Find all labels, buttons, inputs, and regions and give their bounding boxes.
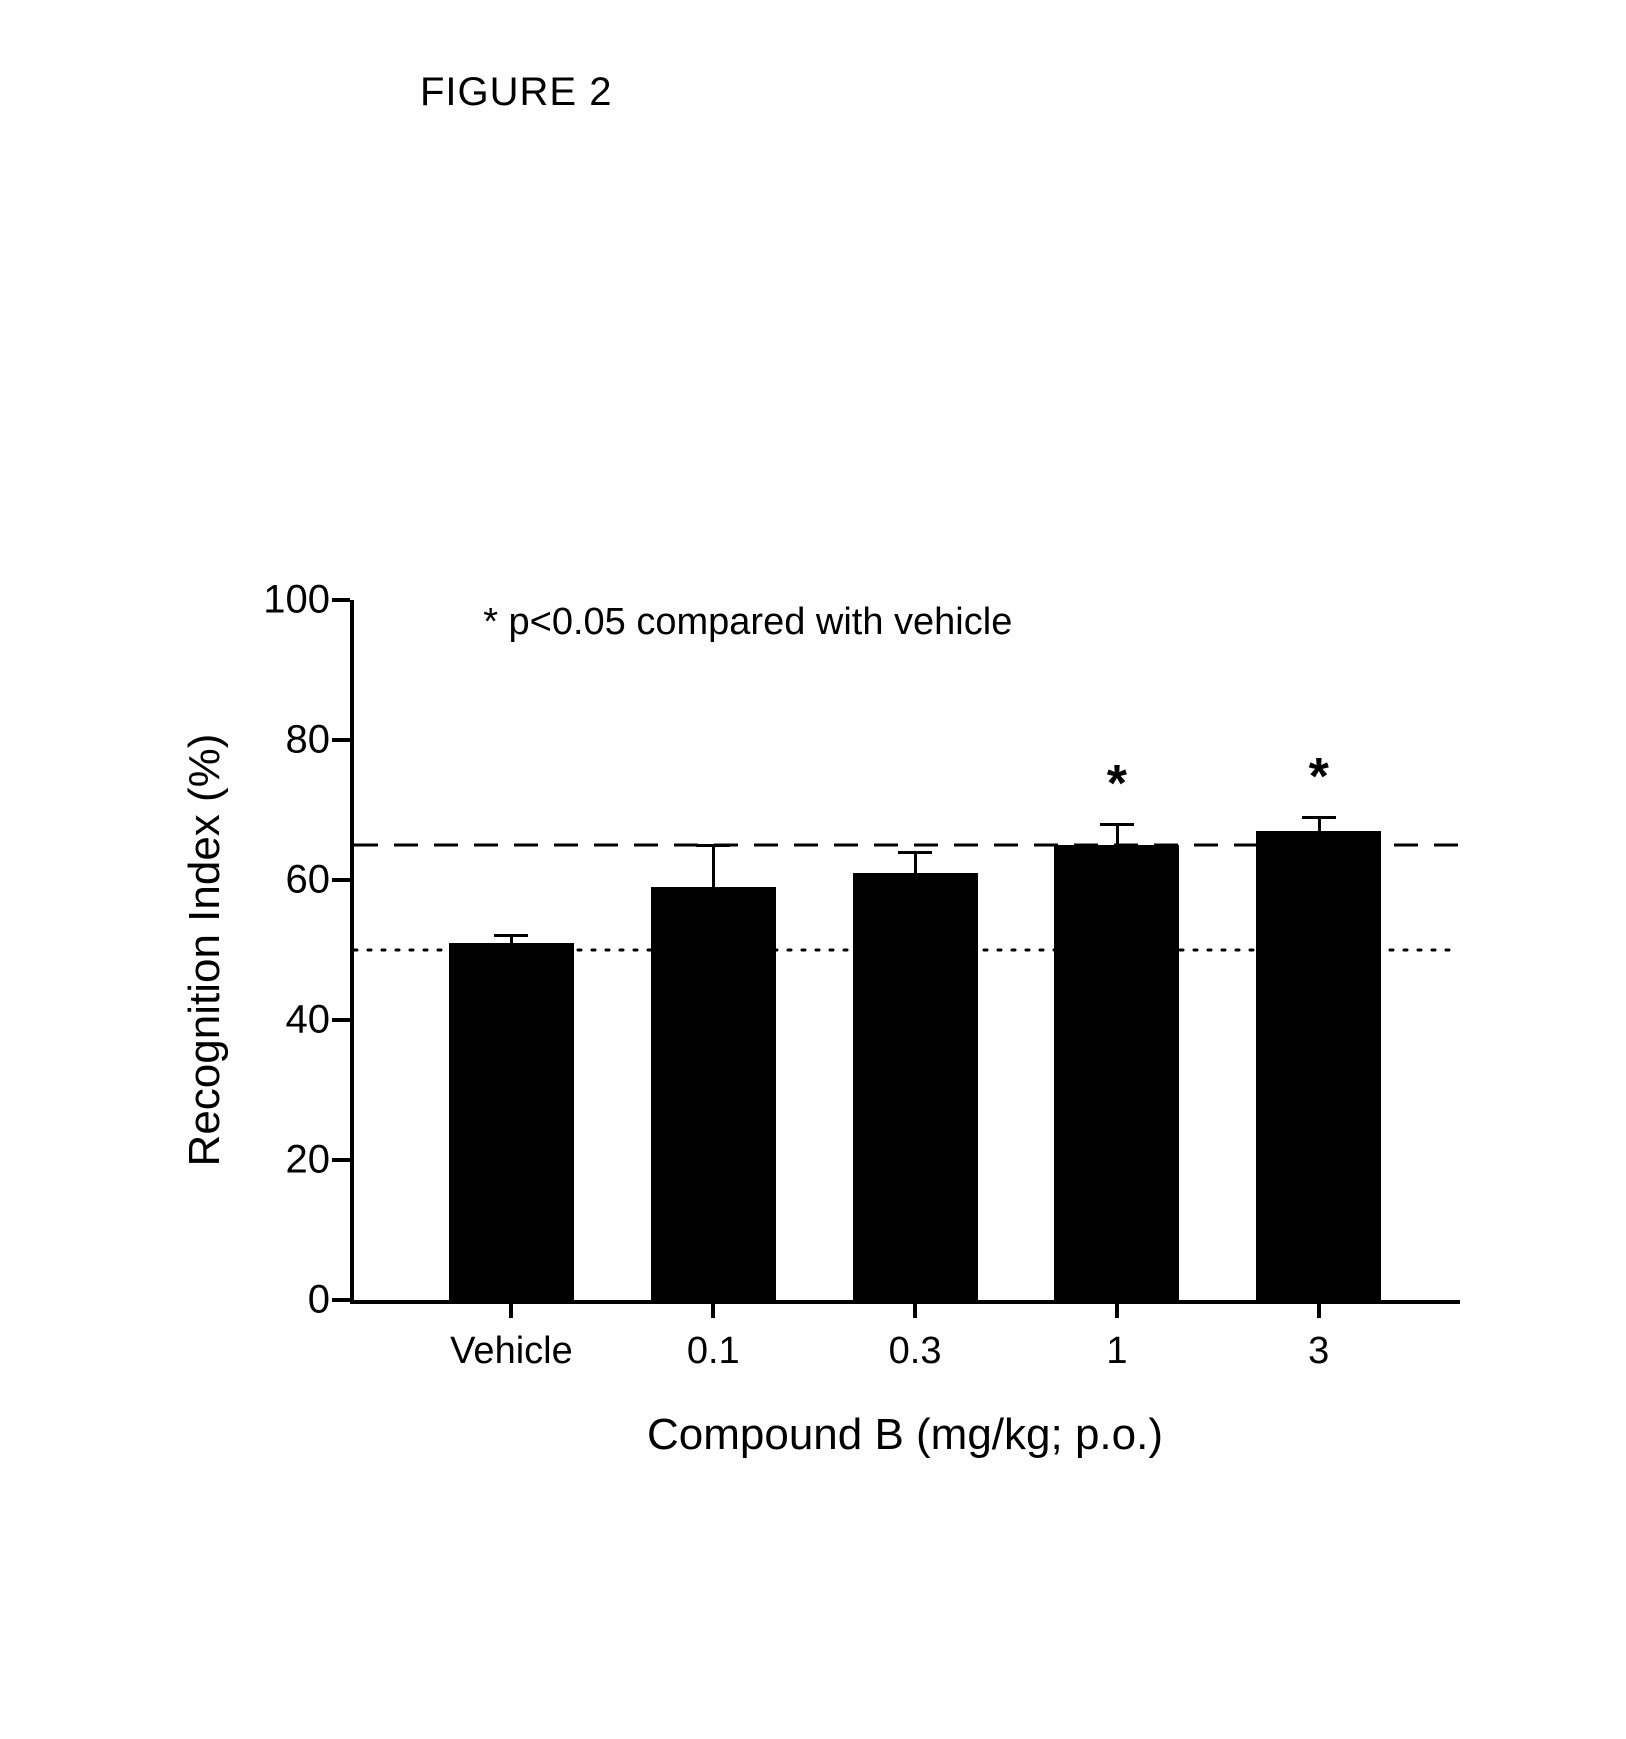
- bar: [1054, 845, 1179, 1300]
- y-tick: [332, 738, 350, 742]
- figure-title: FIGURE 2: [420, 70, 612, 115]
- y-tick-label: 40: [230, 998, 330, 1043]
- y-tick-label: 80: [230, 718, 330, 763]
- y-tick: [332, 1018, 350, 1022]
- significance-marker: *: [1309, 747, 1329, 807]
- x-tick-label: 1: [1106, 1330, 1127, 1373]
- error-bar-cap: [1302, 816, 1336, 819]
- bar-chart: Recognition Index (%) Compound B (mg/kg;…: [140, 600, 1490, 1600]
- error-bar: [712, 845, 715, 887]
- annotation-text: * p<0.05 compared with vehicle: [483, 601, 1012, 644]
- x-tick-label: 0.3: [889, 1330, 942, 1373]
- y-tick-label: 0: [230, 1278, 330, 1323]
- y-tick-label: 100: [230, 578, 330, 623]
- error-bar-cap: [898, 851, 932, 854]
- y-tick: [332, 1298, 350, 1302]
- y-axis-label: Recognition Index (%): [180, 734, 230, 1167]
- y-tick: [332, 878, 350, 882]
- error-bar-cap: [1100, 823, 1134, 826]
- x-tick: [913, 1300, 917, 1318]
- x-tick-label: Vehicle: [450, 1330, 573, 1373]
- error-bar: [1318, 817, 1321, 831]
- y-tick-label: 20: [230, 1138, 330, 1183]
- significance-marker: *: [1107, 754, 1127, 814]
- x-axis: [350, 1300, 1460, 1304]
- x-tick-label: 0.1: [687, 1330, 740, 1373]
- x-tick: [711, 1300, 715, 1318]
- plot-area: Compound B (mg/kg; p.o.) 020406080100Veh…: [350, 600, 1460, 1300]
- x-tick: [1115, 1300, 1119, 1318]
- error-bar: [1116, 824, 1119, 845]
- x-axis-label: Compound B (mg/kg; p.o.): [350, 1410, 1460, 1460]
- error-bar-cap: [494, 934, 528, 937]
- y-tick: [332, 1158, 350, 1162]
- x-tick-label: 3: [1308, 1330, 1329, 1373]
- bar: [1256, 831, 1381, 1300]
- bar: [853, 873, 978, 1300]
- error-bar: [914, 852, 917, 873]
- bar: [651, 887, 776, 1300]
- y-tick: [332, 598, 350, 602]
- page: FIGURE 2 Recognition Index (%) Compound …: [0, 0, 1626, 1739]
- bar: [449, 943, 574, 1300]
- x-tick: [509, 1300, 513, 1318]
- x-tick: [1317, 1300, 1321, 1318]
- y-tick-label: 60: [230, 858, 330, 903]
- error-bar-cap: [696, 844, 730, 847]
